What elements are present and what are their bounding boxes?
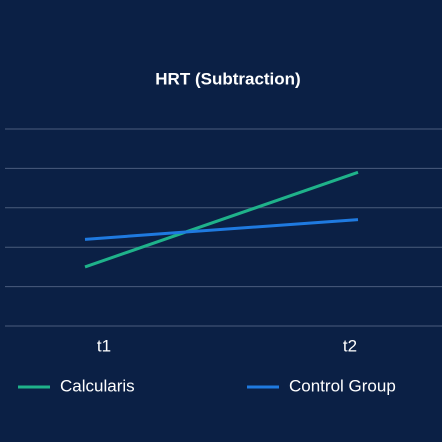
legend-label: Calcularis (60, 376, 135, 395)
chart-title: HRT (Subtraction) (155, 69, 300, 88)
x-tick-label: t1 (97, 336, 111, 355)
legend-label: Control Group (289, 376, 396, 395)
line-series (84, 218, 359, 241)
line-series (84, 170, 359, 269)
x-tick-label: t2 (343, 336, 357, 355)
